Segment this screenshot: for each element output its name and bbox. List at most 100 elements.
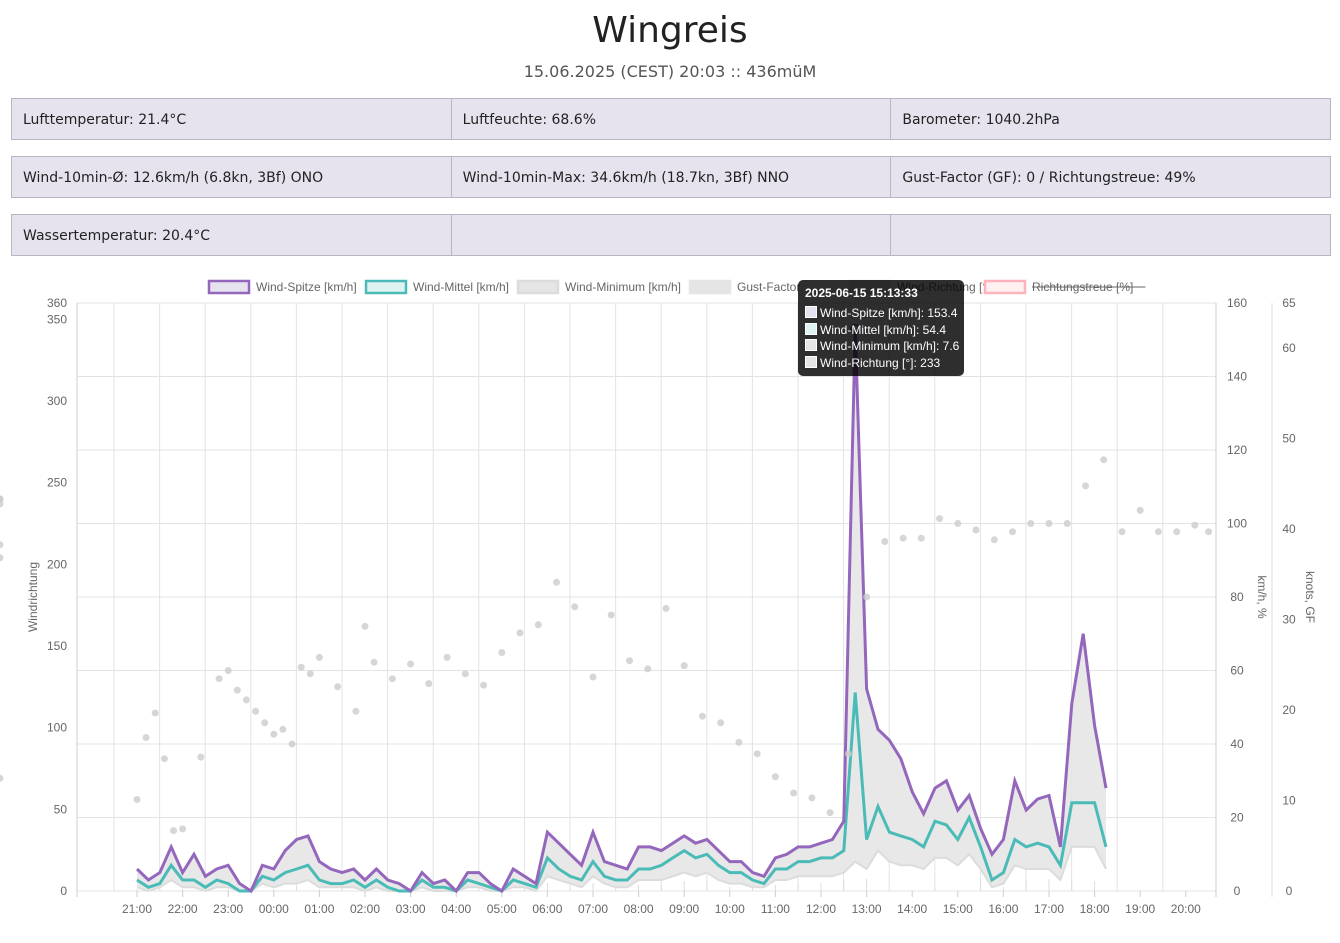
legend-swatch[interactable] xyxy=(207,279,251,295)
tooltip-line: Wind-Minimum [km/h]: 7.6 xyxy=(805,338,959,354)
wind-direction-point xyxy=(480,681,488,689)
y-right-tick-label: 140 xyxy=(1227,370,1247,384)
y-left-tick-label: 200 xyxy=(47,557,67,571)
wind-direction-point xyxy=(0,541,4,549)
legend-label: Gust-Factor xyxy=(737,280,800,294)
x-tick-label: 17:00 xyxy=(1034,902,1064,916)
wind-direction-point xyxy=(1082,482,1089,490)
page-title: Wingreis xyxy=(592,10,748,51)
y-right-tick-label: 0 xyxy=(1234,884,1241,898)
wind-direction-point xyxy=(0,774,4,782)
stat-cell: Wind-10min-Ø: 12.6km/h (6.8kn, 3Bf) ONO xyxy=(11,156,452,198)
wind-direction-point xyxy=(753,750,761,758)
wind-direction-point xyxy=(516,629,524,637)
x-tick-label: 09:00 xyxy=(669,902,699,916)
wind-direction-point xyxy=(972,526,980,534)
stat-cell-empty xyxy=(891,214,1332,256)
wind-direction-point xyxy=(261,719,269,727)
wind-direction-point xyxy=(151,709,159,717)
legend-label: Wind-Spitze [km/h] xyxy=(256,280,357,294)
stat-cell: Lufttemperatur: 21.4°C xyxy=(11,98,452,140)
wind-direction-point xyxy=(1009,528,1016,536)
wind-direction-point xyxy=(698,712,706,720)
wind-direction-point xyxy=(881,538,889,545)
wind-direction-point xyxy=(233,686,241,694)
tooltip-title: 2025-06-15 15:13:33 xyxy=(805,286,918,300)
wind-direction-point xyxy=(461,670,469,678)
y-left-tick-label: 50 xyxy=(54,802,68,816)
wind-direction-point xyxy=(954,520,962,527)
y-left-tick-label: 100 xyxy=(47,721,67,735)
legend-swatch[interactable] xyxy=(983,279,1027,295)
wind-direction-point xyxy=(790,789,798,797)
legend-swatch[interactable] xyxy=(516,279,560,295)
y-left-tick-label: 250 xyxy=(47,476,67,490)
wind-direction-point xyxy=(498,649,506,656)
legend-label: Wind-Minimum [km/h] xyxy=(565,280,681,294)
wind-direction-point xyxy=(607,611,615,619)
wind-direction-point xyxy=(844,750,852,758)
x-tick-label: 12:00 xyxy=(806,902,836,916)
wind-direction-point xyxy=(170,827,177,835)
wind-direction-point xyxy=(1045,520,1053,527)
x-tick-label: 03:00 xyxy=(396,902,426,916)
stat-cell: Gust-Factor (GF): 0 / Richtungstreue: 49… xyxy=(891,156,1332,198)
page-subtitle: 15.06.2025 (CEST) 20:03 :: 436müM xyxy=(523,62,817,81)
wind-direction-point xyxy=(534,621,542,629)
y-right-tick-label: 100 xyxy=(1227,517,1247,531)
y-left-tick-label: 300 xyxy=(47,394,67,408)
wind-direction-point xyxy=(224,667,232,674)
wind-direction-point xyxy=(1027,520,1035,527)
wind-direction-point xyxy=(1063,520,1071,527)
wind-direction-point xyxy=(680,662,688,670)
x-tick-label: 21:00 xyxy=(122,902,152,916)
wind-direction-point xyxy=(644,665,652,673)
x-tick-label: 18:00 xyxy=(1080,902,1110,916)
y-right-tick-label: 120 xyxy=(1227,443,1247,457)
wind-direction-point xyxy=(197,753,205,761)
wind-direction-point xyxy=(252,707,260,715)
y-right2-tick-label: 65 xyxy=(1282,296,1296,310)
stat-cell: Luftfeuchte: 68.6% xyxy=(451,98,892,140)
wind-direction-point xyxy=(443,653,451,661)
y-right2-tick-label: 50 xyxy=(1282,432,1296,446)
wind-direction-point xyxy=(662,604,670,612)
wind-direction-point xyxy=(142,734,150,741)
wind-direction-point xyxy=(270,730,278,738)
wind-direction-point xyxy=(388,675,396,683)
legend-label: Wind-Mittel [km/h] xyxy=(413,280,509,294)
wind-direction-point xyxy=(899,534,907,542)
wind-chart[interactable]: 050100150200250300350360Windrichtung0204… xyxy=(0,268,1340,943)
wind-direction-point xyxy=(717,719,725,727)
wind-direction-point xyxy=(0,500,4,508)
wind-direction-point xyxy=(990,536,998,544)
legend-swatch[interactable] xyxy=(364,279,408,295)
wind-direction-point xyxy=(1173,528,1181,536)
x-tick-label: 10:00 xyxy=(715,902,745,916)
tooltip-line: Wind-Spitze [km/h]: 153.4 xyxy=(805,305,957,321)
x-tick-label: 06:00 xyxy=(532,902,562,916)
wind-direction-point xyxy=(279,725,287,733)
x-tick-label: 01:00 xyxy=(304,902,334,916)
x-tick-label: 15:00 xyxy=(943,902,973,916)
x-tick-label: 08:00 xyxy=(624,902,654,916)
wind-direction-point xyxy=(297,663,305,671)
stat-cell: Wind-10min-Max: 34.6km/h (18.7kn, 3Bf) N… xyxy=(451,156,892,198)
stat-cell: Barometer: 1040.2hPa xyxy=(891,98,1332,140)
chart-tooltip: 2025-06-15 15:13:33 Wind-Spitze [km/h]: … xyxy=(798,280,964,376)
wind-direction-point xyxy=(735,738,743,746)
y-right2-tick-label: 60 xyxy=(1282,341,1296,355)
x-tick-label: 19:00 xyxy=(1125,902,1155,916)
legend-swatch[interactable] xyxy=(688,279,732,295)
wind-direction-point xyxy=(288,740,296,748)
y-right2-tick-label: 20 xyxy=(1282,703,1296,717)
x-tick-label: 23:00 xyxy=(213,902,243,916)
wind-direction-point xyxy=(215,675,223,683)
wind-direction-point xyxy=(133,796,141,803)
wind-direction-point xyxy=(425,680,433,688)
wind-direction-point xyxy=(936,515,944,523)
y-left-tick-label: 360 xyxy=(47,296,67,310)
wind-direction-point xyxy=(571,603,579,611)
y-right-axis-label: km/h, % xyxy=(1255,575,1269,619)
wind-direction-point xyxy=(306,670,314,678)
